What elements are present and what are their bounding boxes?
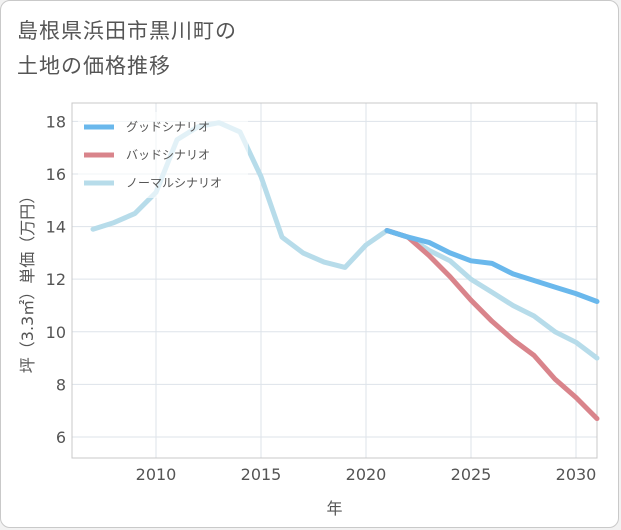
legend-label: ノーマルシナリオ	[126, 176, 222, 190]
chart-title-line-1: 島根県浜田市黒川町の	[17, 19, 237, 43]
y-tick-label: 12	[46, 270, 66, 289]
y-tick-label: 18	[46, 112, 66, 131]
series-line	[384, 228, 600, 304]
legend-label: グッドシナリオ	[126, 120, 210, 134]
x-tick-label: 2015	[241, 465, 282, 484]
series-line	[384, 228, 600, 422]
y-tick-label: 16	[46, 165, 66, 184]
x-tick-label: 2030	[556, 465, 597, 484]
x-tick-label: 2020	[346, 465, 387, 484]
x-axis-title: 年	[326, 499, 342, 518]
x-tick-labels: 2010 2015 2020 2025 2030	[136, 465, 597, 484]
x-tick-label: 2010	[136, 465, 177, 484]
plot-frame	[71, 102, 598, 459]
y-tick-label: 10	[46, 323, 66, 342]
chart-title-line-2: 土地の価格推移	[17, 54, 171, 78]
y-tick-labels: 6 8 10 12 14 16 18	[46, 112, 66, 447]
chart-title: 島根県浜田市黒川町の 土地の価格推移	[17, 14, 237, 84]
y-axis-title: 坪（3.3㎡）単価（万円）	[18, 188, 37, 373]
y-tick-label: 14	[46, 218, 66, 237]
legend-label: バッドシナリオ	[126, 148, 210, 162]
y-tick-label: 6	[56, 428, 66, 447]
x-tick-label: 2025	[451, 465, 492, 484]
y-tick-label: 8	[56, 375, 66, 394]
